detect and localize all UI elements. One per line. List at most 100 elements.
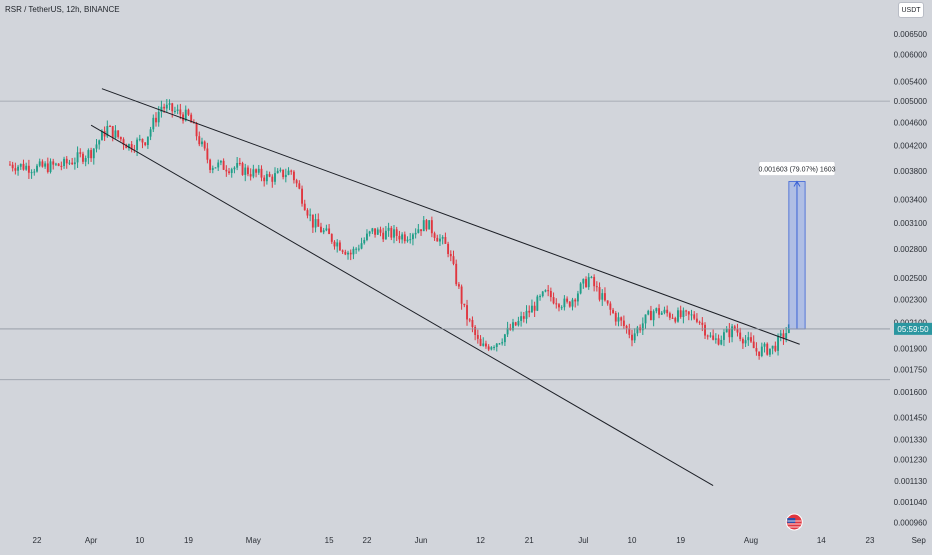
price-tick-label: 0.006000 (894, 51, 928, 60)
candle-body (625, 325, 628, 329)
candle-body (36, 165, 38, 172)
candle-body (73, 162, 76, 165)
candle-body (384, 230, 387, 240)
candle-body (328, 228, 331, 235)
candle-body (466, 305, 468, 320)
candle-body (111, 126, 114, 138)
candle-body (744, 340, 747, 344)
candle-body (157, 111, 160, 123)
candle-body (422, 220, 425, 232)
event-flag[interactable] (785, 513, 803, 531)
candle-body (474, 326, 477, 335)
candle-body (660, 312, 663, 315)
candle-body (460, 286, 463, 304)
candle-body (487, 346, 490, 350)
candle-body (203, 141, 206, 149)
candle-body (622, 320, 625, 326)
price-range-measure[interactable]: 0.001603 (79.07%) 1603 (758, 161, 836, 330)
candle-body (644, 314, 647, 324)
candle-body (176, 109, 179, 111)
candle-body (444, 237, 447, 244)
candle-body (547, 290, 550, 292)
candle-body (690, 314, 693, 316)
candle-body (106, 126, 109, 137)
candle-body (236, 162, 239, 168)
candle-body (71, 162, 74, 165)
candle-body (325, 228, 328, 231)
candle-body (309, 214, 312, 216)
candle-body (25, 165, 28, 170)
candle-body (498, 343, 501, 345)
candle-body (482, 343, 485, 346)
candle-body (760, 346, 763, 357)
candle-body (633, 333, 636, 341)
candle-body (19, 163, 22, 167)
candle-body (655, 308, 658, 312)
price-tick-label: 0.006500 (894, 30, 928, 39)
trendline-upper (101, 88, 800, 345)
candle-body (149, 129, 152, 137)
candle-body (279, 169, 282, 171)
time-tick-label: Sep (912, 536, 927, 545)
candle-body (403, 234, 406, 242)
candle-body (214, 167, 217, 169)
candle-body (590, 276, 593, 278)
candle-body (192, 122, 195, 124)
candle-body (585, 278, 587, 288)
time-axis[interactable]: 22 Apr 10 19 May 15 22 Jun 12 21 Jul 10 19 Aug 14 23 Sep (33, 536, 927, 545)
candle-body (439, 238, 441, 242)
candle-body (338, 242, 341, 251)
candle-body (614, 312, 617, 322)
price-tick-label: 0.001600 (894, 388, 928, 397)
candle-body (341, 250, 344, 252)
candle-body (165, 104, 168, 109)
candle-body (171, 103, 174, 112)
price-axis[interactable]: 0.006500 0.006000 0.005400 0.005000 0.004600… (894, 30, 928, 527)
candle-body (260, 168, 263, 178)
candle-body (17, 166, 20, 171)
price-tick-label: 0.005400 (894, 77, 928, 86)
candle-body (182, 114, 184, 121)
candle-body (763, 343, 766, 347)
candle-body (677, 310, 679, 322)
candle-body (141, 138, 144, 143)
candle-body (228, 171, 230, 173)
candle-body (60, 165, 63, 167)
candle-body (195, 123, 198, 137)
candle-body (687, 311, 690, 315)
candle-body (593, 276, 596, 287)
candle-body (520, 316, 523, 321)
candle-body (284, 174, 287, 178)
candle-body (414, 232, 417, 235)
candle-body (563, 298, 566, 308)
candle-body (333, 241, 336, 247)
candle-body (506, 327, 509, 335)
candle-body (295, 180, 298, 184)
candle-body (701, 322, 704, 325)
current-price-badge: 05:59:50 (0, 322, 932, 335)
candle-body (247, 167, 249, 175)
price-tick-label: 0.005000 (894, 97, 928, 106)
candle-body (128, 144, 130, 149)
candle-body (430, 220, 433, 234)
candle-body (574, 299, 577, 302)
currency-button[interactable]: USDT (898, 2, 924, 18)
candle-body (52, 161, 55, 165)
candle-body (198, 136, 201, 145)
candle-body (360, 243, 363, 249)
candle-body (671, 317, 674, 319)
candles (9, 99, 790, 360)
candle-body (163, 106, 166, 109)
candle-body (606, 300, 609, 304)
candle-body (782, 333, 785, 339)
candle-body (103, 130, 106, 137)
candle-body (436, 237, 439, 242)
candle-body (704, 324, 706, 336)
candle-body (311, 214, 314, 228)
candle-body (755, 348, 758, 352)
candle-body (314, 219, 317, 228)
candle-body (14, 168, 17, 171)
candle-body (582, 278, 585, 284)
